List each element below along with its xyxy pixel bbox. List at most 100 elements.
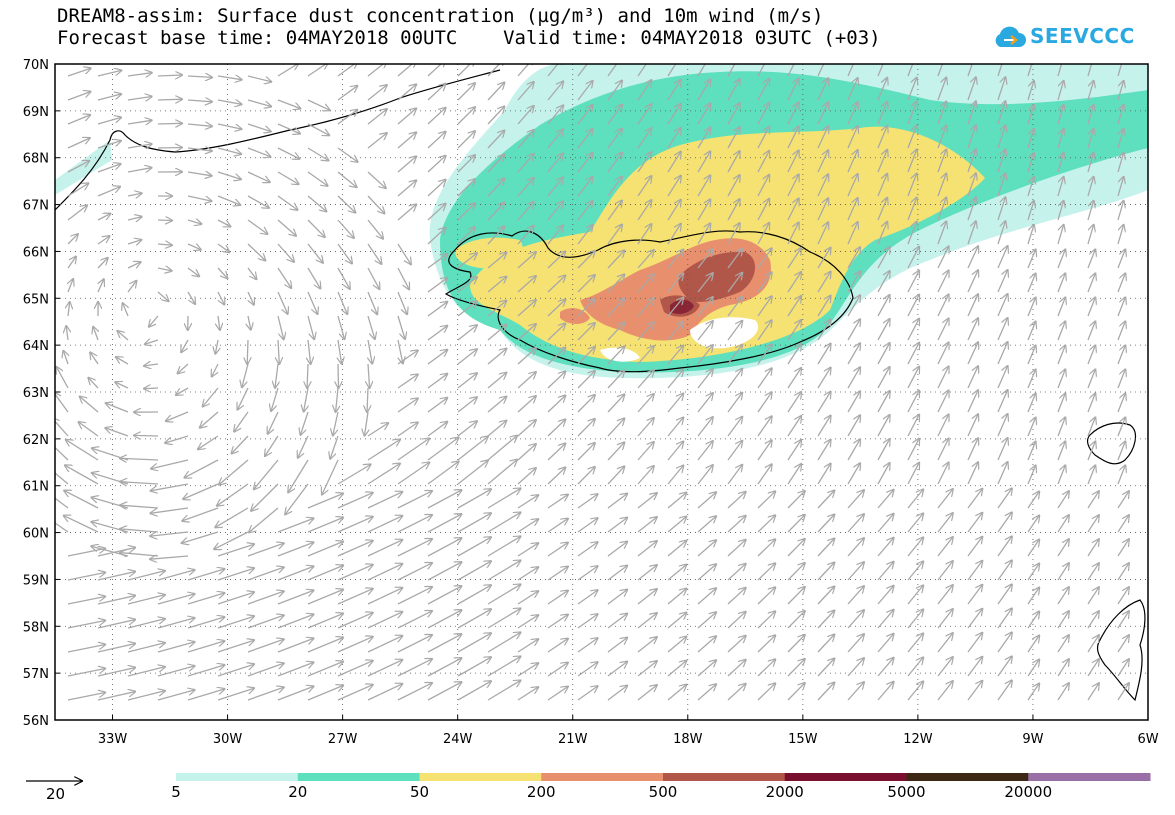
wind-arrow [307, 614, 343, 629]
wind-arrow [637, 493, 657, 509]
wind-arrow [67, 138, 90, 149]
wind-arrow [277, 267, 291, 288]
wind-arrow [67, 621, 105, 629]
wind-arrow [307, 195, 326, 211]
wind-arrow [517, 468, 536, 485]
wind-arrow [1057, 177, 1064, 197]
lat-label: 65N [23, 292, 49, 307]
wind-arrow [120, 482, 159, 484]
wind-arrow [817, 64, 825, 77]
wind-arrow [67, 597, 105, 605]
wind-arrow [817, 392, 831, 413]
wind-arrow [667, 466, 683, 485]
wind-arrow [277, 542, 314, 557]
wind-arrow [517, 226, 534, 245]
wind-arrow [55, 418, 69, 437]
wind-arrow [517, 276, 536, 293]
wind-arrow [1027, 274, 1036, 293]
wind-arrow [187, 148, 212, 151]
wind-arrow [607, 638, 627, 653]
wind-arrow [907, 561, 923, 581]
colorbar-segment [784, 773, 907, 781]
wind-arrow [997, 462, 1008, 485]
wind-arrow [105, 428, 129, 437]
wind-arrow [607, 686, 627, 701]
lat-label: 68N [23, 152, 49, 167]
wind-arrow [547, 348, 565, 365]
wind-arrow [487, 373, 506, 389]
wind-arrow [487, 584, 521, 605]
wind-arrow [337, 171, 357, 187]
wind-arrow [757, 248, 772, 269]
wind-arrow [487, 107, 504, 125]
wind-arrow [817, 659, 834, 677]
wind-arrow [817, 296, 831, 317]
wind-arrow [907, 78, 917, 101]
wind-arrow [757, 127, 769, 149]
wind-arrow [157, 594, 195, 605]
wind-arrow [397, 64, 416, 77]
wind-arrow [98, 279, 104, 293]
cloud-icon [995, 26, 1026, 47]
wind-arrow [1027, 492, 1039, 509]
wind-arrow [727, 297, 742, 317]
wind-arrow [667, 346, 683, 365]
wind-arrow [817, 198, 828, 221]
wind-arrow [547, 105, 563, 125]
wind-arrow [967, 197, 976, 221]
wind-arrow [997, 173, 1005, 197]
wind-arrow [337, 685, 373, 701]
wind-arrow [937, 513, 953, 533]
wind-arrow [997, 512, 1012, 533]
wind-arrow [607, 590, 627, 605]
wind-arrow [697, 492, 716, 509]
wind-arrow [150, 556, 189, 559]
wind-arrow [547, 225, 563, 245]
wind-arrow [1057, 417, 1065, 437]
wind-arrow [757, 199, 769, 221]
wind-arrow [307, 590, 343, 605]
wind-arrow [187, 291, 195, 304]
wind-arrow [1057, 465, 1065, 485]
wind-arrow [248, 315, 251, 330]
wind-arrow [637, 637, 657, 653]
wind-arrow [487, 421, 506, 437]
wind-arrow [727, 540, 746, 557]
wind-arrow [907, 367, 919, 389]
wind-arrow [1117, 81, 1124, 101]
wind-arrow [547, 324, 565, 341]
wind-arrow [877, 126, 887, 149]
wind-arrow [967, 342, 978, 365]
wind-arrow [907, 513, 923, 533]
wind-arrow [487, 277, 506, 293]
wind-arrow [457, 253, 477, 269]
wind-arrow [457, 657, 491, 677]
wind-arrow [967, 513, 982, 533]
wind-arrow [637, 613, 657, 629]
wind-arrow [877, 514, 894, 533]
wind-arrow [847, 367, 860, 389]
wind-arrow [157, 99, 182, 100]
wind-arrow [967, 633, 982, 653]
wind-arrow [1027, 466, 1036, 485]
wind-arrow [907, 633, 923, 653]
wind-arrow [607, 250, 624, 269]
wind-arrow [288, 459, 309, 492]
wind-arrow [367, 464, 400, 485]
wind-arrow [727, 223, 740, 245]
wind-arrow [487, 64, 504, 77]
wind-arrow [397, 422, 418, 437]
wind-arrow [757, 151, 769, 173]
wind-arrow [90, 352, 99, 365]
wind-arrow [847, 634, 864, 653]
wind-arrow [397, 462, 429, 485]
wind-arrow [727, 492, 746, 509]
wind-arrow [427, 228, 446, 245]
wind-arrow [577, 347, 595, 365]
wind-arrow [97, 620, 135, 629]
wind-arrow [127, 262, 141, 268]
wind-arrow [1117, 153, 1124, 173]
wind-arrow [757, 175, 769, 197]
wind-arrow [337, 291, 347, 314]
wind-arrow [157, 666, 195, 677]
